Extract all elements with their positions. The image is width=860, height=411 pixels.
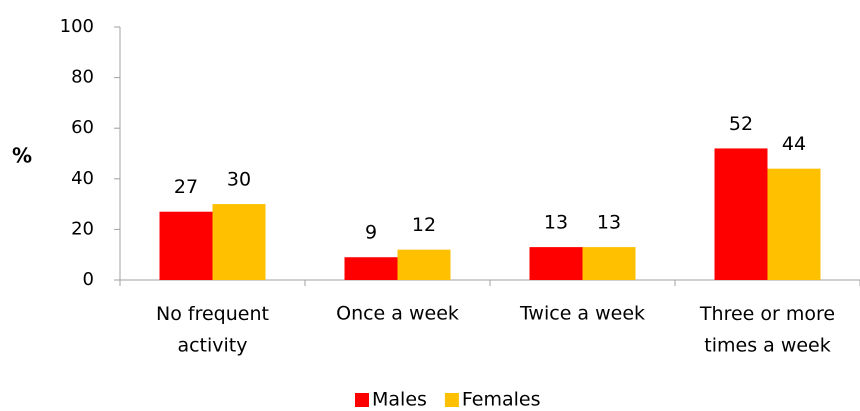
- data-label: 52: [729, 113, 753, 135]
- bar: [344, 257, 398, 280]
- data-label: 13: [544, 212, 568, 234]
- data-label: 44: [782, 133, 806, 155]
- y-tick-label: 100: [60, 16, 94, 37]
- bar: [767, 168, 821, 280]
- x-tick-label: Twice a week: [519, 303, 645, 325]
- bar: [159, 211, 213, 280]
- x-tick-label: Three or more times a week: [699, 303, 835, 356]
- x-tick-label: Once a week: [336, 303, 459, 325]
- legend-label: Females: [462, 389, 541, 411]
- legend-swatch: [444, 393, 459, 407]
- y-tick-label: 0: [83, 269, 94, 290]
- bar: [212, 204, 266, 280]
- bar: [714, 148, 768, 280]
- data-label: 9: [365, 222, 377, 244]
- y-tick-label: 20: [71, 218, 94, 239]
- y-tick-label: 60: [71, 117, 94, 138]
- data-label: 30: [227, 169, 251, 191]
- legend-swatch: [355, 393, 369, 407]
- data-label: 27: [174, 176, 198, 198]
- data-label: 13: [597, 212, 621, 234]
- x-tick-label: No frequent activity: [156, 303, 269, 356]
- y-tick-label: 40: [71, 168, 94, 189]
- bar: [529, 247, 583, 280]
- legend-label: Males: [372, 389, 427, 411]
- data-label: 12: [412, 214, 436, 236]
- bar: [397, 249, 451, 280]
- y-tick-label: 80: [71, 67, 94, 88]
- bar: [582, 247, 636, 280]
- y-axis-label: %: [12, 144, 32, 168]
